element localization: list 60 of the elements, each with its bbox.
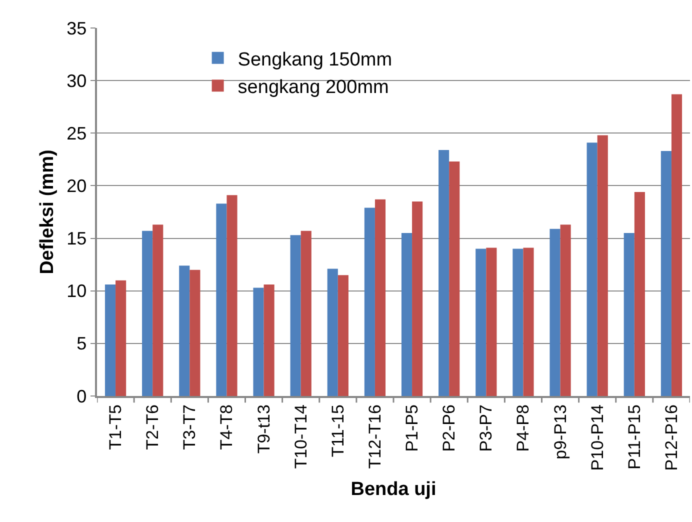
- bar: [116, 280, 126, 396]
- x-tick-label: P3-P7: [476, 404, 496, 452]
- bar: [338, 275, 348, 396]
- x-tick-label: P2-P6: [440, 404, 459, 452]
- y-tick-label: 20: [66, 176, 87, 196]
- bar: [226, 195, 238, 396]
- bar: [449, 162, 460, 396]
- bar: [486, 248, 497, 396]
- bar: [586, 142, 598, 396]
- y-tick-label: 25: [66, 123, 87, 144]
- x-tick-label: T4-T8: [217, 404, 236, 450]
- bar: [523, 248, 534, 396]
- bar: [597, 135, 608, 396]
- x-tick-label: P12-P16: [662, 404, 681, 471]
- y-tick-label: 15: [66, 228, 87, 249]
- bar: [253, 288, 264, 396]
- bar: [476, 248, 486, 396]
- bar: [438, 150, 450, 396]
- x-axis-title: Benda uji: [350, 479, 436, 500]
- y-tick-label: 30: [66, 70, 87, 91]
- legend-label: sengkang 200mm: [238, 77, 389, 98]
- y-axis-title: Defleksi (mm): [36, 150, 58, 274]
- bar: [104, 284, 116, 396]
- bar: [412, 201, 423, 396]
- bar: [624, 233, 634, 396]
- x-tick-label: P4-P8: [514, 404, 533, 452]
- bar: [142, 230, 153, 396]
- bar: [660, 151, 672, 396]
- bar: [152, 224, 164, 396]
- bar: [190, 270, 200, 396]
- bar: [179, 266, 190, 396]
- bar: [364, 208, 375, 396]
- bar: [512, 248, 524, 396]
- bar: [374, 199, 386, 396]
- bar: [290, 235, 301, 396]
- bar: [264, 284, 274, 396]
- bar: [550, 228, 560, 396]
- bar: [300, 230, 312, 396]
- x-tick-label: T11-15: [328, 404, 348, 458]
- bar: [327, 268, 338, 396]
- bar: [216, 204, 227, 396]
- y-tick-label: 35: [66, 18, 87, 38]
- legend-label: Sengkang 150mm: [238, 49, 392, 70]
- x-tick-label: P10-P14: [588, 404, 607, 471]
- x-tick-label: T2-T6: [143, 404, 162, 450]
- bar: [560, 224, 571, 396]
- x-tick-label: P1-P5: [402, 404, 422, 452]
- bar: [401, 233, 412, 396]
- x-tick-label: T1-T5: [106, 404, 126, 450]
- x-tick-label: T10-T14: [291, 404, 310, 469]
- x-tick-label: T9-t13: [254, 404, 274, 454]
- x-tick-label: p9-P13: [550, 404, 570, 460]
- bar: [634, 192, 645, 396]
- x-tick-label: T12-T16: [365, 404, 384, 469]
- x-tick-label: T3-T7: [180, 404, 200, 450]
- y-tick-label: 10: [66, 281, 87, 302]
- x-tick-label: P11-P15: [624, 404, 644, 470]
- y-tick-label: 0: [76, 386, 87, 406]
- bar: [671, 94, 682, 396]
- y-tick-label: 5: [76, 334, 87, 354]
